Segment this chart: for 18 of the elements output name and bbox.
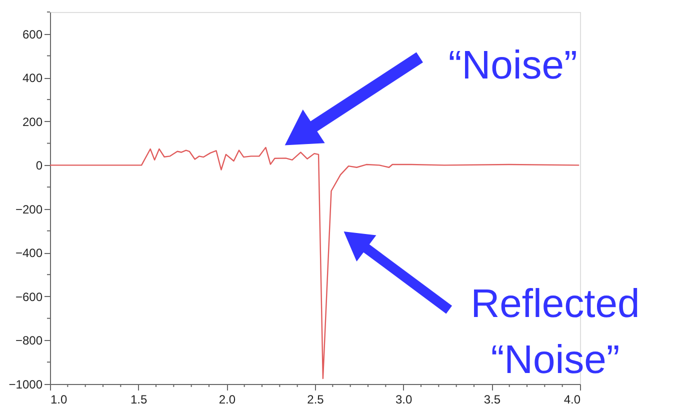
y-tick-label: 0: [36, 158, 43, 173]
y-tick-label: −200: [15, 202, 43, 216]
annotation: Reflected “Noise”: [470, 282, 640, 382]
y-tick-label: 600: [22, 27, 43, 42]
y-tick-label: −400: [15, 246, 43, 260]
y-tick-label: −1000: [8, 378, 43, 392]
x-tick-label: 2.0: [218, 392, 236, 406]
y-tick-label: −800: [15, 334, 43, 348]
annotation: “Noise”: [448, 43, 578, 88]
x-tick-label: 2.5: [307, 392, 324, 406]
x-tick-label: 1.0: [50, 392, 68, 406]
y-tick-label: 200: [22, 114, 43, 129]
x-tick-label: 3.0: [395, 392, 412, 406]
x-tick-label: 4.0: [564, 392, 581, 406]
x-tick-label: 3.5: [484, 392, 501, 406]
y-tick-label: 400: [22, 71, 43, 86]
y-tick-label: −600: [15, 290, 43, 304]
x-tick-label: 1.5: [130, 392, 148, 406]
